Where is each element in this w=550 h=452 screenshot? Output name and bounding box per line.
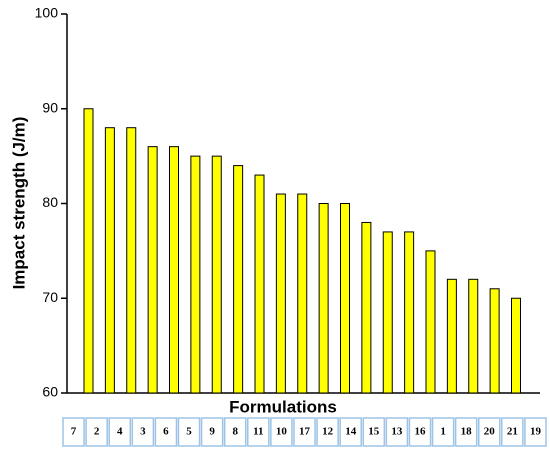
x-tick-label: 6 — [163, 426, 169, 438]
bar — [169, 146, 179, 394]
y-tick-label: 100 — [35, 5, 59, 21]
category-cell — [408, 417, 432, 447]
category-cell — [454, 417, 478, 447]
bar — [275, 193, 286, 394]
category-cell — [85, 417, 108, 447]
bar — [211, 155, 222, 394]
category-cell — [431, 417, 455, 447]
y-tick-label: 70 — [42, 289, 58, 305]
category-cell — [362, 417, 386, 447]
x-tick-label: 4 — [117, 426, 123, 438]
category-cell — [270, 417, 293, 447]
bar — [297, 193, 308, 394]
bar — [446, 278, 457, 394]
category-cell — [247, 417, 270, 447]
x-tick-label: 20 — [484, 426, 496, 438]
x-tick-label: 13 — [391, 426, 403, 438]
category-cell — [524, 417, 547, 447]
bar — [511, 297, 521, 394]
category-cell — [131, 417, 155, 447]
x-axis-label: Formulations — [229, 397, 337, 416]
bar — [489, 288, 500, 394]
y-tick-label: 80 — [42, 194, 58, 210]
x-tick-label: 7 — [71, 426, 77, 438]
x-tick-label: 19 — [530, 426, 542, 438]
x-tick-label: 8 — [232, 426, 238, 438]
x-tick-label: 1 — [440, 426, 446, 438]
category-cell — [385, 417, 409, 447]
bar — [233, 165, 244, 394]
x-tick-label: 10 — [276, 426, 288, 438]
category-cell — [223, 417, 247, 447]
category-cell — [477, 417, 501, 447]
bar — [147, 146, 158, 394]
x-tick-label: 3 — [140, 426, 146, 438]
bar — [83, 108, 94, 394]
x-tick-label: 11 — [253, 426, 263, 438]
category-cell — [200, 417, 224, 447]
category-cell — [316, 417, 339, 447]
category-cell — [293, 417, 316, 447]
bar — [468, 278, 479, 394]
x-tick-label: 16 — [414, 426, 426, 438]
bar — [104, 127, 115, 394]
x-tick-label: 15 — [368, 426, 380, 438]
y-tick-label: 90 — [42, 99, 58, 115]
bar — [361, 221, 372, 394]
x-tick-label: 17 — [299, 426, 311, 438]
bar — [190, 155, 201, 394]
x-tick-label: 21 — [507, 426, 518, 438]
bar — [404, 231, 415, 394]
x-tick-label: 12 — [322, 426, 334, 438]
bar — [254, 174, 265, 394]
x-tick-label: 9 — [209, 426, 215, 438]
category-cell — [154, 417, 178, 447]
category-cell — [339, 417, 362, 447]
bar — [425, 250, 436, 394]
category-cell — [501, 417, 524, 447]
bar — [382, 231, 393, 394]
x-tick-label: 2 — [94, 426, 100, 438]
bar — [318, 203, 329, 394]
bar — [340, 203, 350, 394]
bar — [126, 127, 137, 394]
category-cell — [177, 417, 201, 447]
category-cell — [62, 417, 85, 447]
x-tick-label: 5 — [186, 426, 192, 438]
y-tick-label: 60 — [42, 384, 58, 400]
x-tick-label: 18 — [461, 426, 473, 438]
category-cell — [108, 417, 132, 447]
y-axis-label: Impact strength (J/m) — [9, 117, 28, 290]
x-tick-label: 14 — [345, 426, 357, 438]
